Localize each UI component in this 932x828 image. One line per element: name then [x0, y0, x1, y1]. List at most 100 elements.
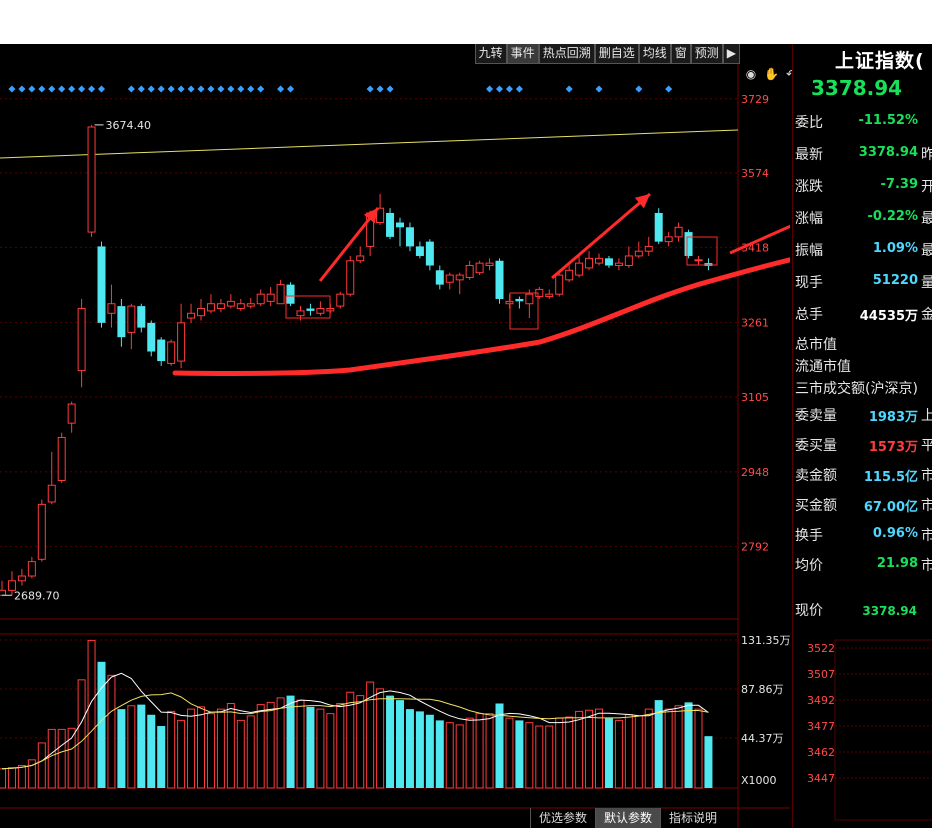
- hand-icon[interactable]: ✋: [764, 67, 779, 81]
- quote-panel: 上证指数( 3378.94 委比 -11.52% 最新 3378.94 昨涨跌 -7.39…: [792, 44, 932, 828]
- event-marker: [78, 85, 86, 93]
- volume-axis-tick: 44.37万: [741, 732, 784, 745]
- tab-default-params[interactable]: 默认参数: [595, 808, 661, 828]
- tab-indicator-help[interactable]: 指标说明: [660, 808, 725, 828]
- quote-tail-label: 量: [921, 275, 932, 291]
- volume-bar-up: [216, 708, 225, 789]
- volume-bar-down: [604, 718, 613, 788]
- quote-row: 总手 44535万金: [795, 299, 932, 329]
- volume-bar-down: [405, 709, 414, 788]
- candle-body-up: [614, 262, 623, 267]
- undo-icon[interactable]: ↶: [785, 67, 797, 81]
- volume-ma5-line: [1, 672, 709, 770]
- quote-tail-label: 市: [921, 528, 932, 544]
- event-marker: [127, 85, 135, 93]
- mini-axis-tick: 3477: [807, 720, 835, 733]
- jiuzhuan-button[interactable]: 九转: [474, 44, 507, 64]
- volume-bar-up: [37, 742, 46, 789]
- candle-body-down: [396, 222, 404, 228]
- event-marker: [565, 85, 573, 93]
- quote-row: 委卖量 1983万上: [795, 400, 932, 430]
- candle-body-up: [167, 341, 176, 364]
- volume-bar-up: [535, 725, 544, 789]
- candle-body-up: [644, 245, 653, 252]
- mini-axis-tick: 3462: [807, 746, 835, 759]
- event-marker: [187, 85, 195, 93]
- quote-tail-label: 上: [921, 408, 932, 424]
- candle-body-up: [27, 561, 36, 577]
- price-axis-tick: 2948: [741, 466, 769, 479]
- forecast-button[interactable]: 预测: [690, 44, 723, 64]
- resistance-line: [0, 129, 739, 159]
- volume-bar-up: [575, 710, 584, 789]
- quote-row: 均价 21.98 市: [795, 550, 932, 580]
- event-marker: [366, 85, 374, 93]
- window-button[interactable]: 窗: [670, 44, 691, 64]
- tab-preferred-params[interactable]: 优选参数: [530, 808, 595, 828]
- volume-bar-up: [545, 725, 554, 789]
- eye-icon[interactable]: ◉: [745, 67, 757, 81]
- arrow-3-shaft: [729, 224, 790, 255]
- volume-bar-up: [187, 708, 196, 789]
- candle-body-down: [137, 306, 146, 328]
- price-axis-tick: 2792: [741, 540, 769, 553]
- event-marker: [635, 85, 643, 93]
- candle-body-up: [37, 503, 46, 560]
- quote-tail-label: 金: [921, 307, 932, 323]
- candle-body-up: [316, 308, 325, 314]
- volume-axis-tick: 131.35万: [741, 634, 790, 647]
- candle-body-up: [336, 293, 345, 307]
- volume-axis-tick: 87.86万: [741, 683, 784, 696]
- volume-bar-down: [704, 736, 713, 788]
- candle-body-up: [197, 308, 205, 317]
- volume-bar-up: [366, 681, 375, 789]
- events-button[interactable]: 事件: [506, 44, 539, 64]
- volume-bar-up: [266, 701, 275, 789]
- moving-average-button[interactable]: 均线: [638, 44, 671, 64]
- volume-bar-up: [256, 704, 265, 789]
- toolbar-buttons: 九转 事件 热点回溯 删自选 均线 窗 预测 ▶: [474, 44, 740, 64]
- quote-label: 振幅: [795, 243, 823, 259]
- event-marker: [386, 85, 394, 93]
- quote-tail-label: 市: [921, 558, 932, 574]
- volume-bar-up: [67, 727, 76, 789]
- event-marker: [486, 85, 494, 93]
- quote-tail-label: 开: [921, 179, 932, 195]
- quote-row: 涨跌 -7.39 开: [795, 171, 932, 201]
- candle-body-up: [634, 250, 643, 257]
- stock-chart-window: 3729 3574 3418 3261 3105 2948 2792 131.35万 87.86…: [0, 44, 932, 828]
- event-marker: [157, 85, 165, 93]
- volume-bar-up: [674, 705, 683, 789]
- volume-bar-up: [316, 708, 325, 789]
- volume-bar-up: [326, 713, 335, 789]
- candle-body-up: [674, 226, 683, 238]
- volume-bar-down: [425, 714, 434, 788]
- candle-body-up: [694, 259, 703, 262]
- event-marker: [147, 85, 155, 93]
- volume-bar-up: [555, 717, 564, 789]
- kline-chart[interactable]: 3729357434183261310529482792131.35万87.86…: [0, 44, 790, 828]
- candle-body-up: [296, 310, 305, 317]
- remove-watchlist-button[interactable]: 删自选: [594, 44, 639, 64]
- event-marker: [257, 85, 265, 93]
- candle-body-up: [0, 589, 6, 596]
- candle-body-up: [276, 284, 285, 305]
- trend-curve: [172, 257, 790, 377]
- price-axis-tick: 3105: [741, 391, 769, 404]
- candle-body-down: [425, 241, 434, 266]
- quote-row: 买金额 67.00亿市: [795, 490, 932, 520]
- expand-panel-icon[interactable]: ▶: [722, 44, 740, 64]
- candle-body-down: [515, 298, 524, 302]
- volume-bar-up: [167, 710, 176, 789]
- event-marker: [18, 85, 26, 93]
- volume-bar-up: [197, 706, 205, 789]
- candle-body-up: [127, 305, 136, 333]
- volume-bar-up: [475, 713, 484, 789]
- volume-bar-up: [585, 709, 594, 789]
- candle-body-down: [157, 339, 166, 362]
- volume-bar-up: [17, 764, 26, 789]
- mini-chart: 3522 3507 3492 3477 3462 3447: [807, 639, 932, 821]
- quote-row: 卖金额 115.5亿市: [795, 460, 932, 490]
- high-annotation: 3674.40: [106, 119, 152, 132]
- hot-review-button[interactable]: 热点回溯: [538, 44, 595, 64]
